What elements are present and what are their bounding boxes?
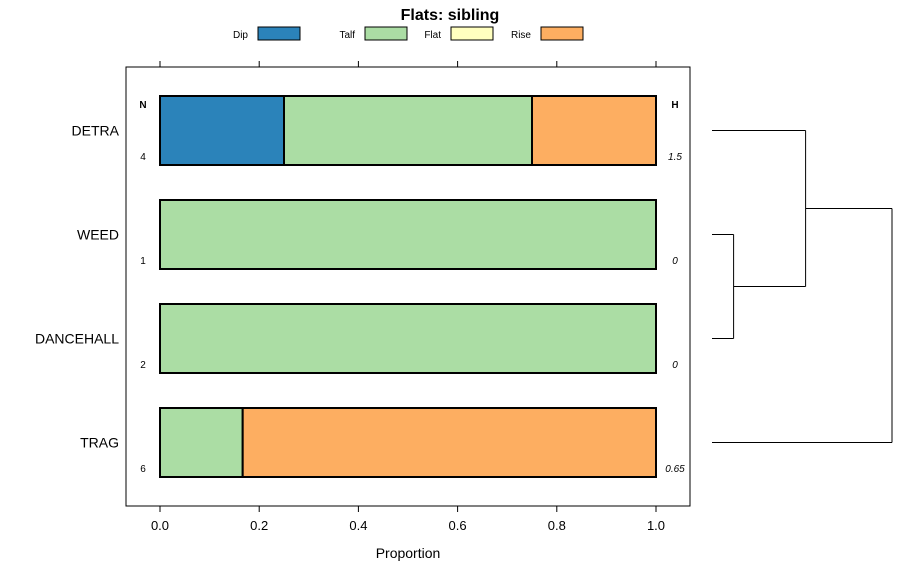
legend-label-rise: Rise [511, 30, 531, 41]
x-tick-label: 0.8 [548, 518, 566, 533]
h-value-weed: 0 [672, 256, 678, 267]
x-axis: 0.0 0.2 0.4 0.6 0.8 1.0 [151, 506, 665, 533]
n-column-header: N [139, 100, 146, 111]
h-value-detra: 1.5 [668, 152, 682, 163]
legend: Dip Talf Flat Rise [233, 26, 584, 41]
legend-swatch-talf [364, 26, 408, 41]
bars: DETRA 4 1.5 WEED 1 0 DANCEHALL 2 0 TRAG 6 0.65 [35, 95, 685, 478]
bar-detra-rise [531, 95, 657, 166]
category-label-weed: WEED [77, 227, 119, 243]
category-label-detra: DETRA [72, 123, 120, 139]
n-value-trag: 6 [140, 464, 146, 475]
bar-trag-rise [241, 407, 657, 478]
bar-trag-talf [159, 407, 244, 478]
h-column-header: H [671, 100, 678, 111]
n-value-dancehall: 2 [140, 360, 146, 371]
category-label-dancehall: DANCEHALL [35, 331, 119, 347]
legend-label-flat: Flat [424, 30, 441, 41]
bar-dancehall-talf [159, 303, 657, 374]
x-tick-label: 0.6 [449, 518, 467, 533]
x-tick-label: 0.0 [151, 518, 169, 533]
legend-label-dip: Dip [233, 30, 248, 41]
top-axis [159, 61, 657, 67]
h-value-trag: 0.65 [665, 464, 685, 475]
bar-detra-talf [283, 95, 533, 166]
legend-swatch-flat [450, 26, 494, 41]
legend-swatch-rise [540, 26, 584, 41]
category-label-trag: TRAG [80, 435, 119, 451]
plot-frame [125, 66, 691, 507]
h-value-dancehall: 0 [672, 360, 678, 371]
n-value-weed: 1 [140, 256, 146, 267]
chart-title: Flats: sibling [401, 7, 500, 24]
legend-swatch-dip [257, 26, 301, 41]
bar-detra-dip [159, 95, 285, 166]
x-tick-label: 1.0 [647, 518, 665, 533]
n-value-detra: 4 [140, 152, 146, 163]
dendrogram [712, 130, 893, 443]
x-axis-title: Proportion [376, 545, 441, 561]
bar-weed-talf [159, 199, 657, 270]
legend-label-talf: Talf [339, 30, 355, 41]
x-tick-label: 0.4 [349, 518, 367, 533]
x-tick-label: 0.2 [250, 518, 268, 533]
